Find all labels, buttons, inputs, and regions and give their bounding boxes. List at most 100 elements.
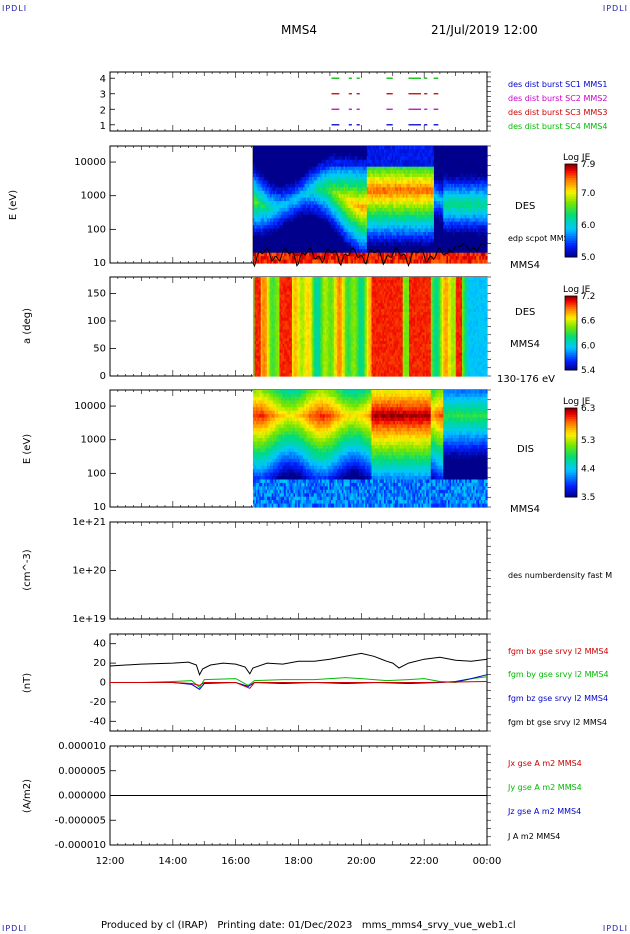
des-energy-cell bbox=[330, 204, 334, 209]
des-energy-cell bbox=[349, 149, 352, 154]
des-energy-cell bbox=[296, 249, 299, 254]
des-energy-cell bbox=[326, 249, 329, 254]
des-energy-cell bbox=[366, 218, 370, 223]
des-energy-cell bbox=[429, 180, 432, 185]
des-energy-cell bbox=[284, 249, 287, 254]
des-energy-cell bbox=[365, 204, 368, 209]
des-energy-cell bbox=[438, 156, 441, 161]
des-energy-cell bbox=[345, 170, 348, 175]
des-energy-cell bbox=[427, 242, 430, 247]
des-energy-cell bbox=[257, 170, 260, 175]
des-energy-cell bbox=[315, 159, 318, 164]
des-energy-cell bbox=[271, 194, 274, 199]
des-energy-cell bbox=[416, 256, 419, 261]
des-energy-cell bbox=[387, 214, 390, 219]
des-energy-cell bbox=[352, 180, 355, 185]
des-energy-cell bbox=[390, 207, 393, 212]
des-energy-cell bbox=[291, 221, 295, 226]
des-energy-cell bbox=[362, 218, 365, 223]
des-energy-cell bbox=[410, 232, 413, 237]
des-energy-cell bbox=[281, 187, 284, 192]
des-energy-cell bbox=[407, 259, 410, 264]
des-energy-cell bbox=[329, 201, 332, 206]
des-energy-cell bbox=[284, 256, 287, 261]
des-energy-cell bbox=[426, 238, 429, 243]
des-energy-cell bbox=[379, 197, 382, 202]
des-energy-cell bbox=[316, 232, 320, 237]
des-energy-cell bbox=[323, 197, 326, 202]
des-energy-cell bbox=[254, 194, 257, 199]
des-energy-cell bbox=[384, 149, 387, 154]
des-energy-cell bbox=[412, 146, 415, 151]
des-energy-cell bbox=[340, 242, 343, 247]
des-energy-cell bbox=[351, 232, 354, 237]
des-energy-cell bbox=[266, 166, 270, 171]
des-energy-cell bbox=[271, 166, 274, 171]
des-energy-cell bbox=[421, 152, 424, 157]
des-energy-cell bbox=[410, 235, 413, 240]
des-energy-cell bbox=[352, 204, 355, 209]
des-energy-cell bbox=[306, 166, 309, 171]
des-energy-cell bbox=[316, 176, 320, 182]
des-energy-cell bbox=[337, 238, 340, 243]
des-energy-cell bbox=[337, 156, 340, 161]
des-energy-cell bbox=[380, 221, 384, 226]
des-energy-cell bbox=[430, 259, 433, 264]
des-energy-cell bbox=[327, 256, 330, 261]
des-energy-cell bbox=[405, 156, 409, 161]
des-energy-cell bbox=[438, 146, 441, 151]
des-energy-cell bbox=[410, 197, 413, 202]
des-energy-cell bbox=[443, 180, 446, 185]
des-energy-cell bbox=[330, 235, 334, 240]
des-energy-cell bbox=[394, 238, 398, 243]
des-energy-cell bbox=[348, 238, 351, 243]
des-energy-cell bbox=[366, 238, 370, 243]
des-energy-cell bbox=[302, 183, 306, 188]
des-energy-cell bbox=[373, 218, 376, 223]
des-energy-cell bbox=[416, 204, 419, 209]
des-energy-cell bbox=[268, 190, 271, 195]
des-energy-cell bbox=[402, 180, 405, 185]
des-energy-cell bbox=[341, 211, 345, 216]
des-energy-cell bbox=[402, 187, 405, 192]
des-energy-cell bbox=[312, 211, 315, 216]
des-energy-cell bbox=[359, 245, 362, 250]
des-energy-cell bbox=[259, 159, 262, 164]
des-energy-cell bbox=[288, 187, 291, 192]
des-energy-cell bbox=[310, 207, 313, 212]
des-energy-cell bbox=[384, 159, 387, 164]
des-energy-cell bbox=[295, 194, 298, 199]
des-energy-cell bbox=[374, 232, 377, 237]
des-energy-cell bbox=[377, 221, 380, 226]
des-energy-cell bbox=[355, 204, 359, 209]
des-energy-cell bbox=[407, 146, 410, 151]
des-energy-cell bbox=[427, 180, 430, 185]
des-energy-cell bbox=[329, 214, 332, 219]
des-energy-cell bbox=[304, 173, 307, 178]
des-energy-cell bbox=[365, 152, 368, 157]
des-energy-cell bbox=[435, 159, 438, 164]
des-energy-cell bbox=[273, 235, 276, 240]
des-energy-cell bbox=[390, 146, 393, 151]
des-energy-cell bbox=[284, 211, 287, 216]
des-energy-cell bbox=[256, 228, 259, 233]
des-energy-cell bbox=[254, 170, 257, 175]
des-energy-cell bbox=[335, 245, 338, 250]
des-energy-cell bbox=[252, 249, 256, 254]
des-energy-cell bbox=[376, 218, 379, 223]
des-energy-cell bbox=[404, 156, 407, 161]
des-energy-cell bbox=[362, 252, 365, 257]
des-energy-cell bbox=[374, 149, 377, 154]
des-energy-cell bbox=[393, 218, 396, 223]
des-energy-cell bbox=[301, 194, 304, 199]
des-energy-cell bbox=[423, 204, 426, 209]
des-energy-cell bbox=[351, 156, 354, 161]
des-energy-cell bbox=[413, 256, 416, 261]
des-energy-cell bbox=[380, 249, 384, 254]
des-energy-cell bbox=[326, 190, 329, 195]
des-energy-cell bbox=[362, 156, 365, 161]
des-energy-cell bbox=[316, 173, 320, 178]
des-energy-cell bbox=[307, 146, 310, 151]
des-energy-cell bbox=[374, 176, 377, 182]
des-energy-cell bbox=[324, 218, 327, 223]
